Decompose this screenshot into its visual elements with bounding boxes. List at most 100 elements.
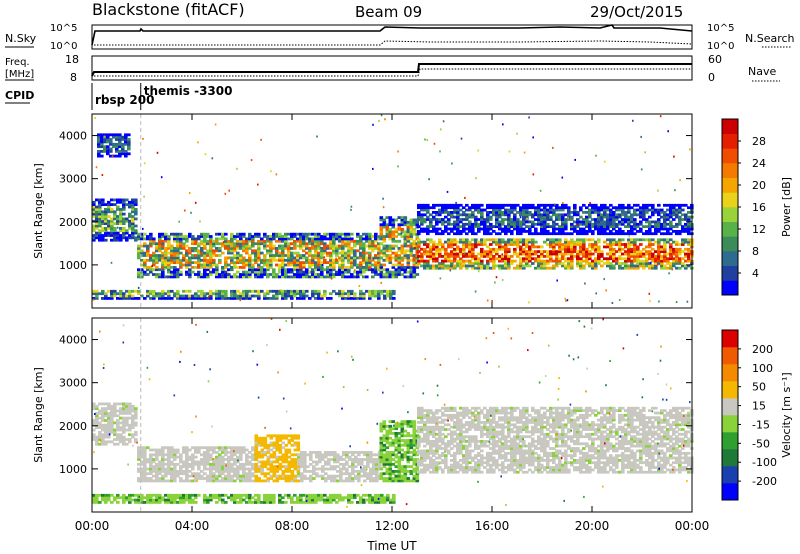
echo-cell bbox=[164, 247, 168, 250]
echo-cell bbox=[477, 264, 481, 268]
echo-cell bbox=[278, 263, 282, 267]
echo-cell bbox=[287, 261, 291, 264]
echo-cell bbox=[272, 258, 276, 262]
echo-cell bbox=[311, 275, 315, 279]
echo-cell bbox=[480, 262, 484, 265]
echo-cell bbox=[251, 294, 255, 298]
echo-cell bbox=[372, 458, 376, 461]
echo-cell bbox=[275, 289, 279, 293]
echo-cell bbox=[275, 446, 280, 450]
echo-cell bbox=[383, 294, 387, 298]
echo-cell bbox=[194, 448, 198, 452]
echo-cell bbox=[176, 289, 180, 293]
echo-cell bbox=[125, 409, 129, 413]
echo-speckle bbox=[491, 300, 493, 302]
echo-cell bbox=[537, 232, 541, 236]
echo-cell bbox=[606, 213, 610, 217]
echo-cell bbox=[122, 198, 126, 202]
echo-cell bbox=[435, 266, 439, 270]
echo-cell bbox=[197, 467, 201, 471]
echo-cell bbox=[176, 251, 180, 255]
echo-cell bbox=[221, 235, 225, 238]
echo-cell bbox=[146, 477, 150, 480]
echo-cell bbox=[300, 453, 304, 457]
echo-cell bbox=[489, 232, 493, 236]
echo-cell bbox=[299, 268, 303, 272]
echo-cell bbox=[263, 460, 268, 464]
echo-cell bbox=[200, 446, 204, 450]
echo-cell bbox=[131, 414, 135, 418]
echo-cell bbox=[110, 292, 114, 296]
echo-cell bbox=[194, 242, 198, 246]
echo-cell bbox=[570, 240, 574, 244]
echo-cell bbox=[173, 474, 177, 478]
echo-cell bbox=[236, 448, 240, 452]
echo-cell bbox=[360, 458, 364, 461]
echo-cell bbox=[110, 493, 114, 497]
echo-cell bbox=[368, 268, 372, 272]
echo-cell bbox=[300, 451, 304, 454]
echo-cell bbox=[161, 270, 165, 274]
echo-cell bbox=[477, 259, 481, 263]
echo-cell bbox=[579, 227, 583, 231]
echo-cell bbox=[95, 210, 99, 214]
echo-cell bbox=[158, 237, 162, 241]
echo-cell bbox=[146, 292, 150, 296]
echo-cell bbox=[456, 208, 460, 212]
echo-cell bbox=[582, 203, 586, 207]
echo-cell bbox=[471, 257, 475, 261]
echo-cell bbox=[218, 460, 222, 464]
echo-cell bbox=[206, 239, 210, 243]
echo-cell bbox=[417, 259, 421, 263]
echo-cell bbox=[648, 243, 652, 246]
echo-cell bbox=[359, 292, 363, 296]
echo-cell bbox=[579, 266, 583, 270]
echo-cell bbox=[155, 247, 159, 250]
echo-cell bbox=[420, 203, 424, 207]
echo-cell bbox=[98, 238, 102, 242]
echo-cell bbox=[394, 254, 399, 257]
echo-cell bbox=[185, 455, 189, 459]
echo-cell bbox=[300, 462, 304, 466]
echo-cell bbox=[379, 268, 384, 272]
echo-cell bbox=[537, 264, 541, 268]
echo-cell bbox=[582, 220, 586, 224]
echo-cell bbox=[429, 238, 433, 242]
echo-cell bbox=[362, 297, 366, 300]
echo-cell bbox=[128, 212, 132, 216]
echo-cell bbox=[251, 474, 255, 478]
echo-cell bbox=[119, 200, 123, 204]
echo-cell bbox=[164, 470, 168, 473]
echo-cell bbox=[687, 215, 691, 219]
echo-cell bbox=[191, 297, 195, 300]
echo-cell bbox=[546, 218, 550, 221]
echo-cell bbox=[233, 263, 237, 267]
echo-cell bbox=[314, 275, 318, 279]
echo-cell bbox=[447, 211, 451, 214]
echo-cell bbox=[543, 250, 547, 253]
echo-cell bbox=[339, 472, 343, 476]
echo-cell bbox=[624, 259, 628, 263]
echo-cell bbox=[444, 255, 448, 258]
echo-cell bbox=[420, 208, 424, 212]
echo-cell bbox=[347, 270, 351, 274]
echo-cell bbox=[435, 220, 439, 224]
echo-cell bbox=[552, 208, 556, 212]
echo-cell bbox=[657, 208, 661, 212]
echo-cell bbox=[546, 208, 550, 212]
echo-cell bbox=[474, 218, 478, 221]
echo-cell bbox=[672, 213, 676, 217]
echo-cell bbox=[332, 266, 336, 269]
echo-cell bbox=[540, 215, 544, 219]
echo-cell bbox=[106, 150, 110, 153]
echo-cell bbox=[242, 294, 246, 298]
echo-cell bbox=[155, 474, 159, 478]
echo-cell bbox=[134, 217, 138, 221]
echo-cell bbox=[317, 297, 321, 300]
echo-cell bbox=[95, 501, 99, 504]
echo-cell bbox=[681, 225, 685, 228]
echo-speckle bbox=[496, 224, 498, 226]
echo-cell bbox=[609, 247, 613, 251]
echo-cell bbox=[477, 206, 481, 210]
echo-cell bbox=[462, 243, 466, 246]
